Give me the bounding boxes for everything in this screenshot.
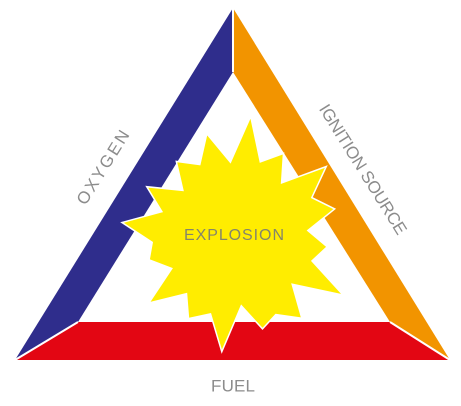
fire-triangle-diagram: OXYGEN IGNITION SOURCE FUEL EXPLOSION <box>0 0 461 401</box>
fuel-label: FUEL <box>211 376 255 395</box>
page: {"nodes": [{"label": "OXYGEN"}, {"label"… <box>0 0 461 401</box>
explosion-label: EXPLOSION <box>184 227 284 244</box>
